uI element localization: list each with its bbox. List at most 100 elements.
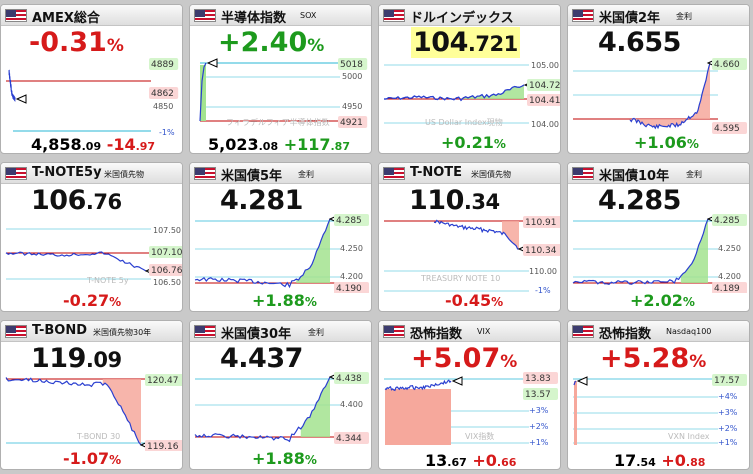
tile-vix[interactable]: 恐怖指数 VIX +5.07% 13.83 13.57 +3% +2% +1% VIX指数… xyxy=(378,320,561,470)
change-area xyxy=(200,65,206,121)
us-flag-icon xyxy=(383,325,405,338)
axis-label-bg xyxy=(334,282,369,293)
tile-title: ドルインデックス xyxy=(410,11,514,26)
axis-label: 4.344 xyxy=(336,434,362,444)
tile-subtitle: VIX xyxy=(477,327,491,336)
us-flag-icon xyxy=(5,9,27,22)
change-area xyxy=(630,63,710,129)
tile-us10y[interactable]: 米国債10年 金利 4.285 4.285 4.250 4.200 4.189 +2.… xyxy=(567,162,750,312)
tile-header: T-NOTE5y 米国債先物 xyxy=(1,163,182,184)
us-flag-icon xyxy=(194,9,216,22)
axis-label: 4862 xyxy=(151,89,174,99)
tile-tnote[interactable]: T-NOTE 米国債先物 110.34 110.91 110.34 110.00 -1… xyxy=(378,162,561,312)
axis-label: 4950 xyxy=(342,102,362,111)
tile-tnote5y[interactable]: T-NOTE5y 米国債先物 106.76 107.50 107.10 106.76… xyxy=(0,162,183,312)
axis-label: +1% xyxy=(718,438,738,447)
price-line xyxy=(8,69,16,102)
axis-label: 13.57 xyxy=(525,390,551,400)
axis-label-bg xyxy=(334,372,369,384)
intraday-chart: 107.50 107.10 106.76 106.50 T-NOTE 5y xyxy=(5,226,183,287)
tile-title: 米国債30年 xyxy=(221,327,292,342)
tile-subtitle: 金利 xyxy=(676,12,692,21)
axis-label: +4% xyxy=(718,392,738,401)
tile-subtitle: 米国債先物 xyxy=(104,170,144,179)
current-price: 104.721 xyxy=(411,27,520,58)
current-marker xyxy=(15,94,27,104)
change-area xyxy=(296,219,330,283)
tile-amex[interactable]: AMEX総合 -0.31% 4889 4862 4850 -1% 4,858.09 -… xyxy=(0,4,183,154)
tile-us30y[interactable]: 米国債30年 金利 4.437 4.438 4.400 4.344 +1.88% xyxy=(189,320,372,470)
tile-header: 米国債5年 金利 xyxy=(190,163,371,184)
axis-label: +2% xyxy=(718,424,738,433)
axis-label: 4.250 xyxy=(718,244,741,253)
us-flag-icon xyxy=(194,325,216,338)
tile-title: T-BOND xyxy=(32,323,87,338)
axis-label-bg xyxy=(712,374,747,386)
axis-label: 5018 xyxy=(340,60,363,70)
tile-header: 米国債10年 金利 xyxy=(568,163,749,184)
percent-change: +2.40% xyxy=(218,27,325,58)
tile-subtitle: 米国債先物 xyxy=(471,170,511,179)
intraday-chart: 5018 5000 4950 4921 フィラデルフィア半導体指数 xyxy=(199,58,368,128)
change-area xyxy=(502,221,519,249)
watermark: US Dollar Index現物 xyxy=(425,117,503,127)
price-line xyxy=(5,377,142,446)
axis-label-bg xyxy=(523,244,560,256)
tile-title: T-NOTE5y xyxy=(32,165,102,180)
price-line xyxy=(384,379,452,392)
intraday-chart: 105.00 104.72 104.41 104.00 US Dollar Index現… xyxy=(384,61,561,129)
tile-vxn[interactable]: 恐怖指数 Nasdaq100 +5.28% 17.57 +4% +3% +2% +1% V… xyxy=(567,320,750,470)
price-line xyxy=(199,62,207,122)
axis-label: -1% xyxy=(535,286,551,293)
tile-title: 米国債10年 xyxy=(599,169,670,184)
axis-label: 4.285 xyxy=(336,216,362,226)
axis-label-bg xyxy=(523,388,558,400)
axis-label: 104.00 xyxy=(531,120,559,129)
price-line xyxy=(629,62,711,130)
axis-label: 4921 xyxy=(340,118,363,128)
tile-sox[interactable]: 半導体指数 SOX +2.40% 5018 5000 4950 4921 フィラデルフィ… xyxy=(189,4,372,154)
axis-label-bg xyxy=(712,282,747,293)
price-row: 4,858.09 -14.97 xyxy=(31,135,156,154)
axis-label: +3% xyxy=(529,406,549,415)
watermark: VXN Index xyxy=(668,432,710,441)
tile-header: T-BOND 米国債先物30年 xyxy=(1,321,182,342)
intraday-chart: 4.660 4.595 xyxy=(573,58,747,134)
axis-label-bg xyxy=(338,58,368,70)
axis-label: 4889 xyxy=(151,60,174,70)
tile-tbond[interactable]: T-BOND 米国債先物30年 119.09 120.47 119.16 T-BON… xyxy=(0,320,183,470)
intraday-chart: 17.57 +4% +3% +2% +1% VXN Index xyxy=(573,374,747,447)
tile-title: 恐怖指数 xyxy=(410,327,463,342)
price-line xyxy=(194,218,331,289)
tile-subtitle: 金利 xyxy=(298,170,314,179)
watermark: VIX指数 xyxy=(465,431,494,441)
current-price: 4.437 xyxy=(220,343,303,374)
tile-subtitle: SOX xyxy=(300,11,317,20)
price-line xyxy=(433,219,520,250)
axis-label-bg xyxy=(145,374,182,386)
watermark: TREASURY NOTE 10 xyxy=(420,274,500,283)
current-price: 4.285 xyxy=(598,185,681,216)
us-flag-icon xyxy=(383,167,405,180)
axis-label: 4.200 xyxy=(340,272,363,281)
axis-label: 106.76 xyxy=(151,266,183,276)
axis-label-bg xyxy=(712,214,747,226)
percent-change: +1.88% xyxy=(252,291,317,310)
tile-dollar-index[interactable]: ドルインデックス 104.721 105.00 104.72 104.41 104.0… xyxy=(378,4,561,154)
watermark: T-NOTE 5y xyxy=(86,276,129,285)
axis-label-bg xyxy=(712,58,747,70)
axis-label: 107.10 xyxy=(151,248,183,258)
tile-us2y[interactable]: 米国債2年 金利 4.655 4.660 4.595 +1.06% xyxy=(567,4,750,154)
tile-subtitle: 金利 xyxy=(686,170,702,179)
axis-label: 4.400 xyxy=(340,400,363,409)
price-line xyxy=(573,380,577,386)
change-area xyxy=(680,219,708,283)
percent-change: +1.88% xyxy=(252,449,317,468)
price-line xyxy=(194,376,331,443)
axis-label: 4850 xyxy=(153,102,173,111)
tile-title: 米国債5年 xyxy=(221,169,283,184)
tile-us5y[interactable]: 米国債5年 金利 4.281 4.285 4.250 4.200 4.190 +1.8… xyxy=(189,162,372,312)
axis-label: 104.41 xyxy=(529,96,561,106)
tile-header: ドルインデックス xyxy=(379,5,560,26)
us-flag-icon xyxy=(572,9,594,22)
